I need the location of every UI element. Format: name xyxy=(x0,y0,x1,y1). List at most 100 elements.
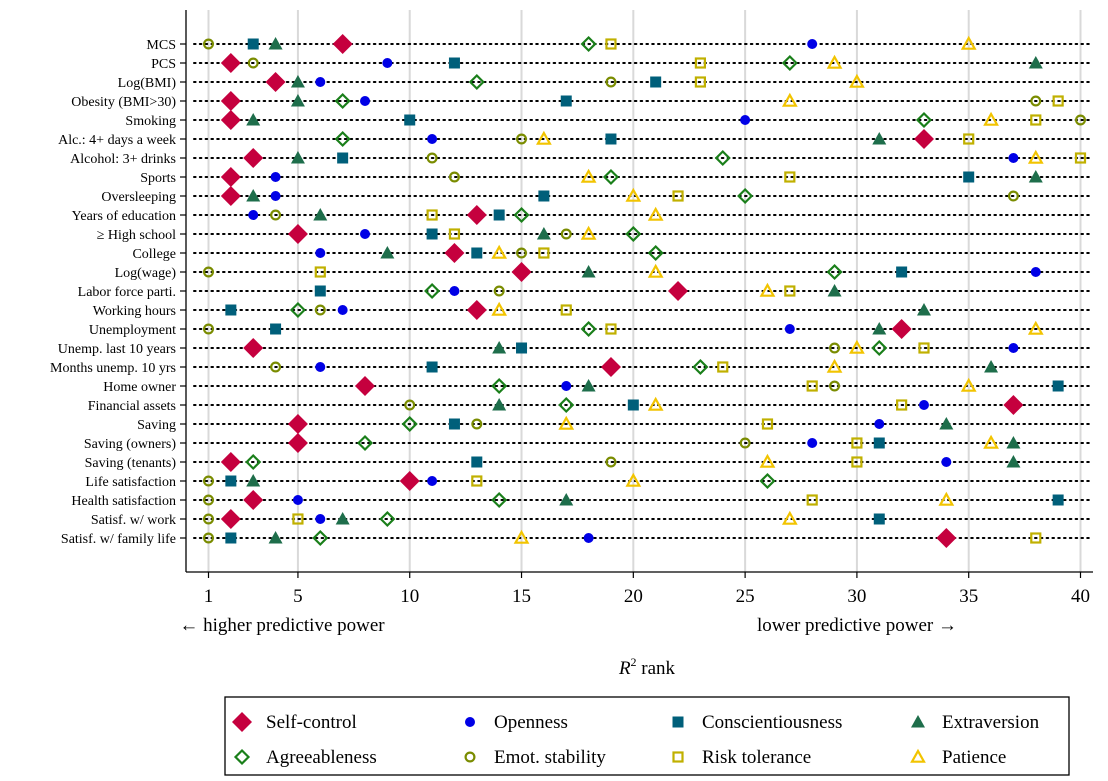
point-extraversion xyxy=(246,189,261,202)
point-risk-tolerance xyxy=(784,285,796,297)
point-emot-stability xyxy=(448,171,460,183)
point-emot-stability xyxy=(203,494,215,506)
point-openness xyxy=(941,457,952,467)
y-tick-label: Labor force parti. xyxy=(78,285,176,300)
point-self-control xyxy=(243,148,264,168)
y-tick-label: Saving (owners) xyxy=(84,437,176,452)
point-emot-stability xyxy=(203,475,215,487)
point-risk-tolerance xyxy=(806,494,818,506)
point-extraversion xyxy=(268,531,283,544)
point-risk-tolerance xyxy=(1030,114,1042,126)
point-self-control xyxy=(287,224,308,244)
y-tick-label: Financial assets xyxy=(88,399,176,414)
point-self-control xyxy=(936,528,957,548)
legend-item-patience: Patience xyxy=(910,747,1006,768)
point-openness xyxy=(918,400,929,410)
point-extraversion xyxy=(1006,436,1021,449)
y-tick-label: Working hours xyxy=(93,304,176,319)
point-openness xyxy=(315,362,326,372)
point-conscientiousness xyxy=(225,475,237,487)
y-tick-label: PCS xyxy=(151,57,176,72)
legend-label: Patience xyxy=(942,747,1006,768)
point-openness xyxy=(784,324,795,334)
legend-item-agreeableness: Agreeableness xyxy=(233,747,377,768)
point-extraversion xyxy=(916,303,931,316)
point-patience xyxy=(580,225,597,240)
y-tick-label: Alc.: 4+ days a week xyxy=(58,133,176,148)
point-self-control xyxy=(220,110,241,130)
point-openness xyxy=(315,248,326,258)
legend-label: Conscientiousness xyxy=(702,712,842,733)
point-agreeableness xyxy=(692,358,709,376)
point-patience xyxy=(826,54,843,69)
y-tick-label: Unemp. last 10 years xyxy=(58,342,176,357)
point-agreeableness xyxy=(513,206,530,224)
point-patience xyxy=(558,415,575,430)
point-risk-tolerance xyxy=(963,133,975,145)
point-conscientiousness xyxy=(426,361,438,373)
point-patience xyxy=(1027,320,1044,335)
x-tick-label: 15 xyxy=(512,586,531,607)
legend-label: Self-control xyxy=(266,712,357,733)
y-tick-label: ≥ High school xyxy=(97,228,176,243)
axes xyxy=(180,10,1093,578)
legend-marker-self-control xyxy=(232,712,252,732)
point-patience xyxy=(491,301,508,316)
point-risk-tolerance xyxy=(761,418,774,430)
point-agreeableness xyxy=(871,339,888,357)
y-tick-label: Oversleeping xyxy=(101,190,176,205)
x-tick-label: 10 xyxy=(400,586,419,607)
row-dotted-lines xyxy=(193,43,1093,539)
point-conscientiousness xyxy=(337,152,349,164)
point-openness xyxy=(337,305,348,315)
data-points xyxy=(203,34,1087,548)
point-openness xyxy=(1008,343,1019,353)
note-right: lower predictive power → xyxy=(757,615,957,636)
point-agreeableness xyxy=(737,187,754,205)
point-self-control xyxy=(220,186,241,206)
point-agreeableness xyxy=(334,92,351,110)
point-emot-stability xyxy=(471,418,483,430)
point-emot-stability xyxy=(203,323,215,335)
point-risk-tolerance xyxy=(896,399,908,411)
point-risk-tolerance xyxy=(1030,532,1042,544)
legend-item-openness: Openness xyxy=(465,712,568,733)
point-agreeableness xyxy=(356,434,374,452)
point-emot-stability xyxy=(1074,114,1086,126)
point-openness xyxy=(248,210,259,220)
point-self-control xyxy=(399,471,420,491)
point-risk-tolerance xyxy=(1074,152,1087,164)
point-emot-stability xyxy=(516,133,528,145)
point-agreeableness xyxy=(491,491,508,509)
y-tick-label: Saving xyxy=(137,418,176,433)
point-agreeableness xyxy=(468,73,485,91)
legend-item-self-control: Self-control xyxy=(232,712,357,733)
point-risk-tolerance xyxy=(784,171,796,183)
point-conscientiousness xyxy=(605,133,617,145)
point-agreeableness xyxy=(781,54,798,72)
point-extraversion xyxy=(581,265,596,278)
point-conscientiousness xyxy=(471,247,483,259)
point-emot-stability xyxy=(404,399,416,411)
point-conscientiousness xyxy=(516,342,528,354)
point-extraversion xyxy=(872,322,887,335)
y-tick-label: Life satisfaction xyxy=(85,475,176,490)
point-patience xyxy=(580,168,597,183)
point-conscientiousness xyxy=(493,209,505,221)
point-risk-tolerance xyxy=(694,57,706,69)
point-openness xyxy=(270,172,281,182)
point-patience xyxy=(759,453,776,468)
point-openness xyxy=(360,96,371,106)
point-conscientiousness xyxy=(1052,380,1064,392)
point-agreeableness xyxy=(826,263,843,281)
point-emot-stability xyxy=(203,266,215,278)
point-patience xyxy=(513,529,530,544)
point-extraversion xyxy=(559,493,574,506)
point-emot-stability xyxy=(739,437,751,449)
point-openness xyxy=(382,58,393,68)
point-risk-tolerance xyxy=(314,266,326,278)
x-tick-label: 1 xyxy=(204,586,214,607)
point-self-control xyxy=(511,262,532,282)
point-self-control xyxy=(265,72,286,92)
